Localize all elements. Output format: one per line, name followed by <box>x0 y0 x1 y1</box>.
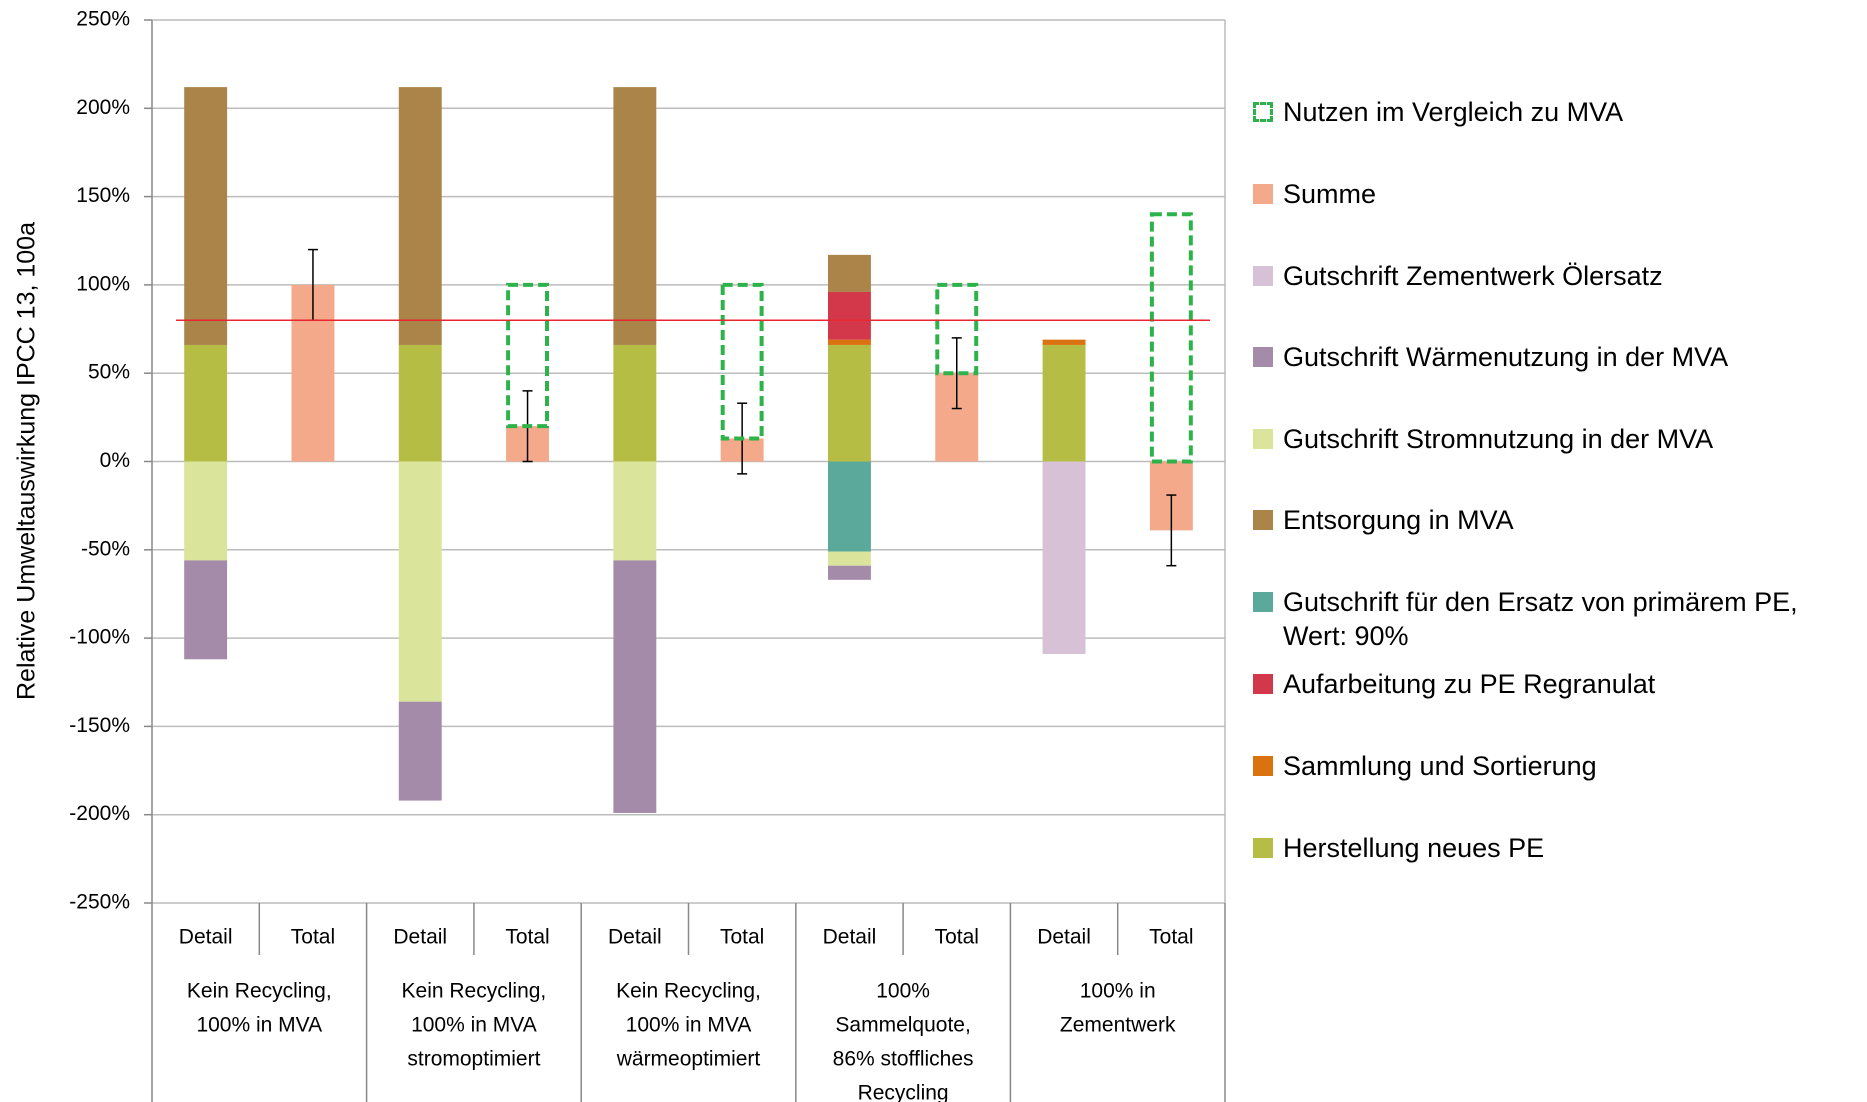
y-tick-label: 150% <box>76 184 130 207</box>
bar-segment <box>1042 344 1086 462</box>
bar-segment <box>827 344 871 462</box>
group-label: Recycling <box>858 1082 949 1102</box>
bar-segment <box>398 461 442 702</box>
y-tick-label: -150% <box>69 714 130 737</box>
x-tick-label: Total <box>1149 926 1193 949</box>
bar-segment <box>613 87 657 345</box>
bar-segment <box>398 87 442 345</box>
legend-label: Sammlung und Sortierung <box>1283 751 1597 781</box>
legend-label: Gutschrift Zementwerk Ölersatz <box>1283 261 1663 291</box>
benefit-box <box>720 282 764 441</box>
group-label: 100% <box>876 980 930 1003</box>
y-tick-label: 50% <box>88 361 130 384</box>
legend-label: Herstellung neues PE <box>1283 833 1545 863</box>
bar-segment <box>184 560 228 660</box>
group-label: Zementwerk <box>1060 1014 1176 1037</box>
bar-segment <box>613 344 657 462</box>
legend-entry: Entsorgung in MVA <box>1250 503 1514 537</box>
x-tick-label: Total <box>935 926 979 949</box>
x-tick-label: Detail <box>179 926 233 949</box>
legend-entry: Sammlung und Sortierung <box>1250 749 1597 783</box>
y-tick-label: 0% <box>100 449 130 472</box>
benefit-box <box>1149 212 1193 464</box>
bar-segment <box>1042 339 1086 345</box>
bar-segment <box>398 344 442 462</box>
y-tick-label: -50% <box>81 537 130 560</box>
legend-entry: Aufarbeitung zu PE Regranulat <box>1250 667 1655 701</box>
legend-swatch <box>1253 756 1273 776</box>
bar-segment <box>1042 461 1086 654</box>
group-label: 100% in MVA <box>411 1014 537 1037</box>
bar-segment <box>613 461 657 561</box>
legend-entry: Gutschrift Zementwerk Ölersatz <box>1250 259 1663 293</box>
y-tick-label: -200% <box>69 802 130 825</box>
bar-segment <box>827 339 871 345</box>
legend-entry: Nutzen im Vergleich zu MVA <box>1250 95 1623 129</box>
legend-label: Entsorgung in MVA <box>1283 505 1514 535</box>
legend-label: Nutzen im Vergleich zu MVA <box>1283 97 1624 127</box>
legend-entry: Gutschrift für den Ersatz von primärem P… <box>1250 585 1853 653</box>
legend-swatch <box>1253 510 1273 530</box>
group-label: stromoptimiert <box>407 1048 540 1071</box>
legend-swatch <box>1253 102 1273 122</box>
legend-swatch <box>1253 838 1273 858</box>
legend-entry: Herstellung neues PE <box>1250 831 1544 865</box>
group-label: wärmeoptimiert <box>616 1048 761 1071</box>
bar-segment <box>827 565 871 580</box>
x-tick-label: Total <box>720 926 764 949</box>
bar-segment <box>398 701 442 801</box>
y-tick-label: 100% <box>76 272 130 295</box>
legend-swatch <box>1253 429 1273 449</box>
x-tick-label: Detail <box>823 926 877 949</box>
y-tick-label: 250% <box>76 8 130 31</box>
y-tick-label: 200% <box>76 96 130 119</box>
x-tick-label: Total <box>291 926 335 949</box>
group-label: Sammelquote, <box>835 1014 970 1037</box>
group-label: Kein Recycling, <box>616 980 761 1003</box>
legend-label: Aufarbeitung zu PE Regranulat <box>1283 669 1656 699</box>
bar-segment <box>184 461 228 561</box>
bar-segment <box>827 551 871 566</box>
legend-entry: Gutschrift Stromnutzung in der MVA <box>1250 422 1713 456</box>
group-label: Kein Recycling, <box>187 980 332 1003</box>
x-tick-label: Detail <box>608 926 662 949</box>
bar-segment <box>827 461 871 552</box>
legend-swatch <box>1253 184 1273 204</box>
benefit-box <box>506 282 550 429</box>
legend-label: Gutschrift Stromnutzung in der MVA <box>1283 424 1714 454</box>
group-label: 100% in <box>1080 980 1156 1003</box>
group-label: 100% in MVA <box>196 1014 322 1037</box>
legend-swatch <box>1253 674 1273 694</box>
bar-segment <box>184 344 228 462</box>
bar-segment <box>613 560 657 813</box>
legend-entry: Gutschrift Wärmenutzung in der MVA <box>1250 340 1728 374</box>
x-tick-label: Total <box>505 926 549 949</box>
legend-entry: Summe <box>1250 177 1376 211</box>
legend-label: Gutschrift Wärmenutzung in der MVA <box>1283 342 1729 372</box>
legend-swatch <box>1253 266 1273 286</box>
group-label: Kein Recycling, <box>402 980 547 1003</box>
x-tick-label: Detail <box>1037 926 1091 949</box>
legend-label: Gutschrift für den Ersatz von primärem P… <box>1283 587 1798 651</box>
group-label: 100% in MVA <box>626 1014 752 1037</box>
bar-segment <box>184 87 228 345</box>
y-tick-label: -100% <box>69 626 130 649</box>
x-tick-label: Detail <box>393 926 447 949</box>
legend-swatch <box>1253 592 1273 612</box>
legend-label: Summe <box>1283 179 1377 209</box>
legend-swatch <box>1253 347 1273 367</box>
group-label: 86% stoffliches <box>833 1048 974 1071</box>
benefit-box <box>935 282 979 376</box>
bar-segment <box>827 254 871 292</box>
bar-segment <box>827 291 871 340</box>
y-tick-label: -250% <box>69 891 130 914</box>
y-axis-label: Relative Umweltauswirkung IPCC 13, 100a <box>13 222 41 700</box>
